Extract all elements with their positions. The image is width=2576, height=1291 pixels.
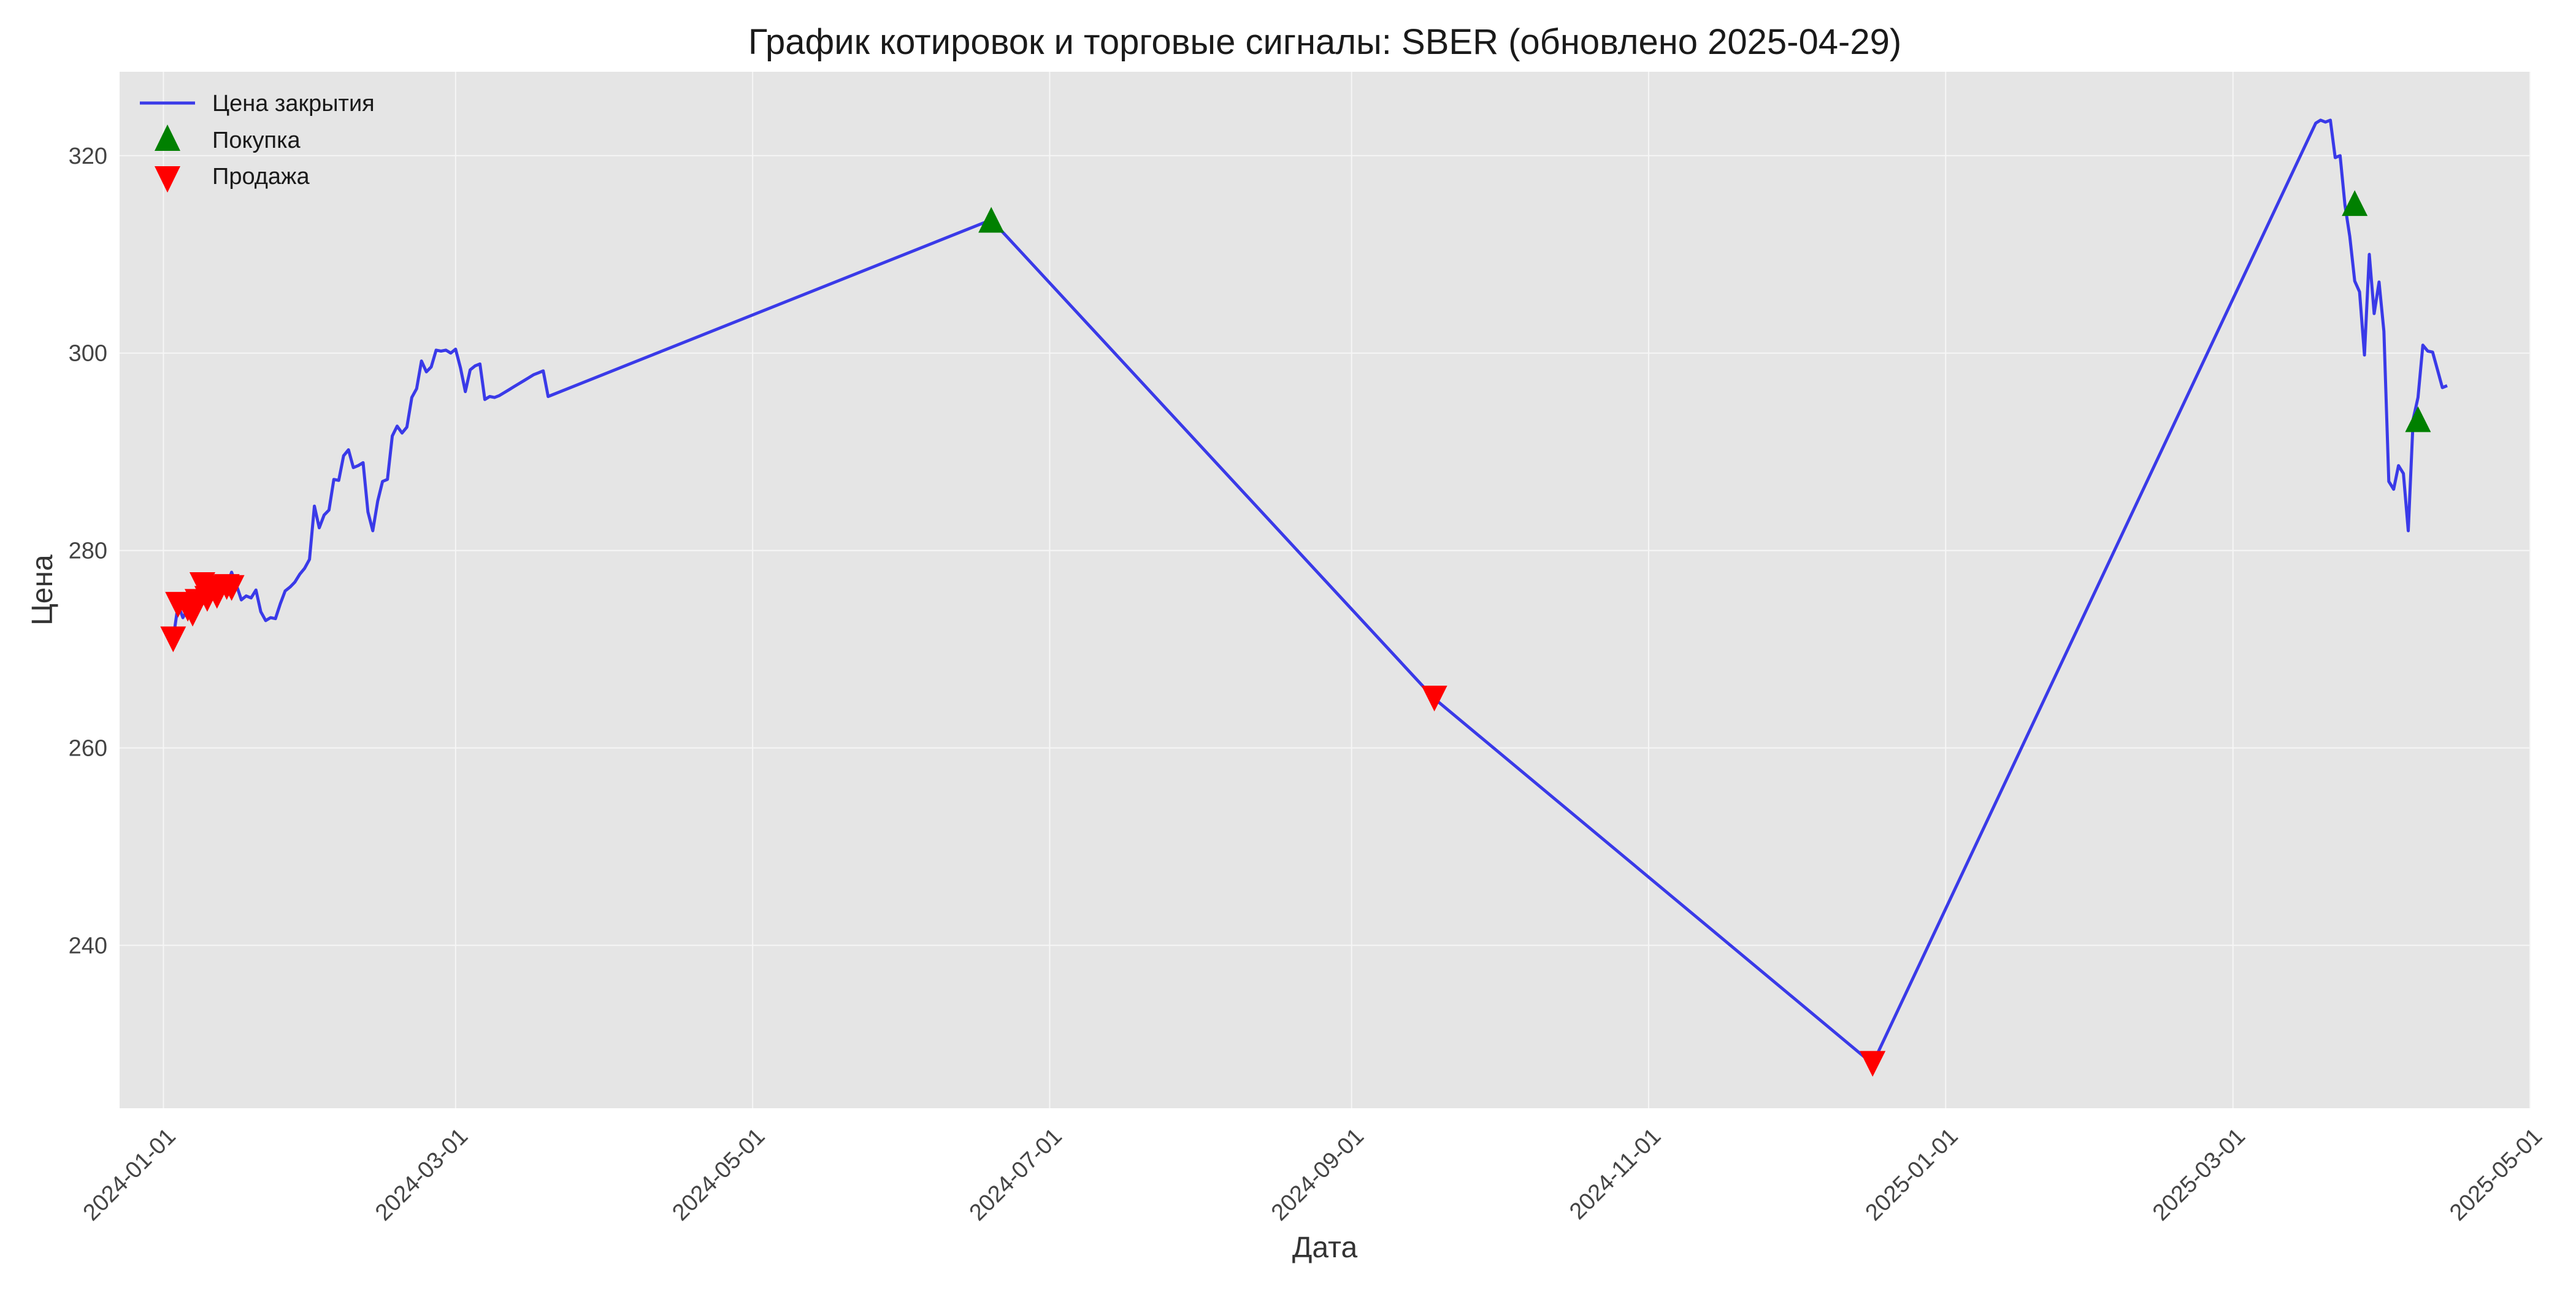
x-axis-label: Дата — [1292, 1232, 1358, 1264]
y-tick-label: 320 — [69, 144, 107, 169]
legend: Цена закрытия Покупка Продажа — [140, 91, 375, 193]
legend-buy-triangle-icon — [155, 125, 180, 151]
y-tick-label: 280 — [69, 538, 107, 564]
sell-signal-marker — [218, 575, 245, 601]
buy-signal-marker — [2342, 190, 2368, 216]
grid — [120, 72, 2531, 1108]
plot-area — [120, 72, 2530, 1108]
sell-signal-marker — [160, 626, 186, 653]
y-tick-label: 260 — [69, 736, 107, 762]
y-axis-label: Цена — [26, 554, 59, 626]
chart-title: График котировок и торговые сигналы: SBE… — [748, 22, 1901, 62]
y-tick-label: 300 — [69, 341, 107, 367]
legend-label-buy: Покупка — [212, 128, 301, 153]
close-price-line — [171, 118, 2448, 1066]
legend-sell-triangle-icon — [155, 166, 180, 193]
signal-markers — [160, 190, 2431, 1077]
buy-signal-marker — [978, 207, 1005, 233]
sell-signal-marker — [1421, 686, 1447, 712]
sell-signal-marker — [1860, 1051, 1886, 1077]
y-tick-label: 240 — [69, 933, 107, 959]
price-series — [171, 118, 2448, 1066]
legend-label-close-price: Цена закрытия — [212, 91, 375, 117]
legend-label-sell: Продажа — [212, 164, 310, 190]
buy-signal-marker — [2405, 406, 2431, 432]
